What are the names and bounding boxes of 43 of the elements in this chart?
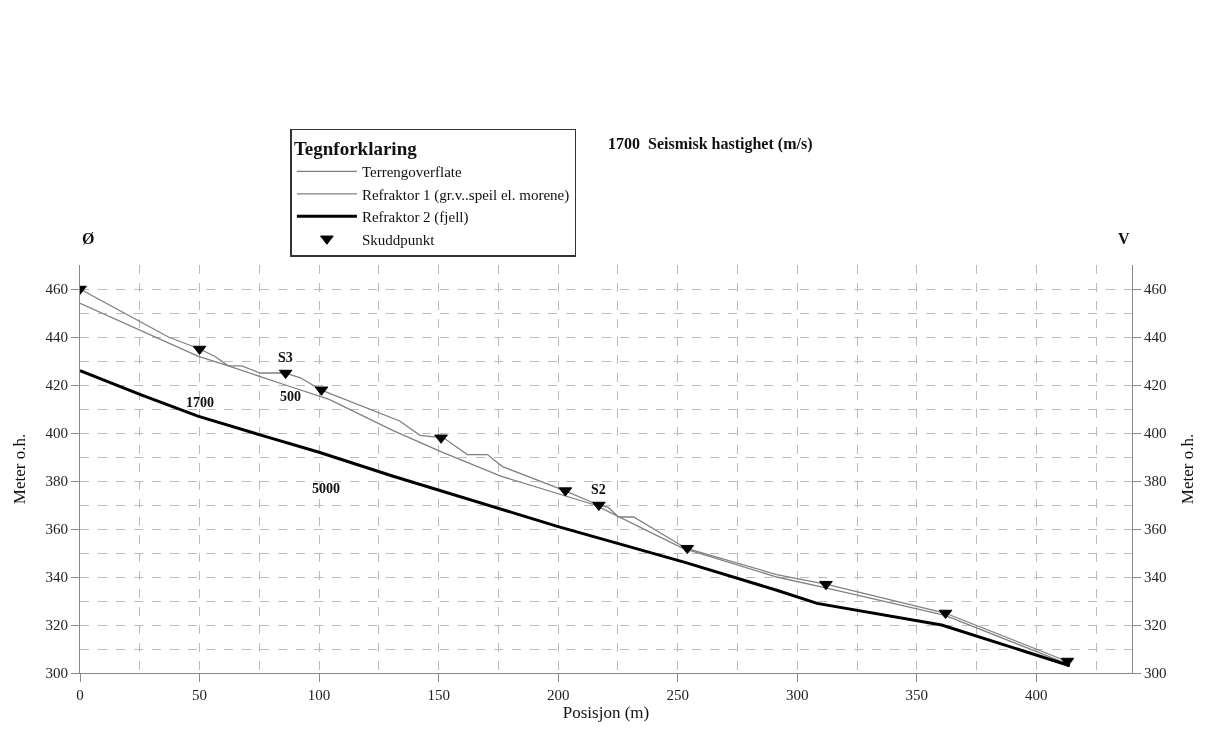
legend-label: Refraktor 2 (fjell): [361, 209, 469, 227]
y-axis-title: Meter o.h.: [10, 433, 30, 505]
legend-label: Terrengoverflate: [361, 164, 462, 181]
y-tick-label: 320: [45, 617, 68, 634]
legend-label: Refraktor 1 (gr.v..speil el. morene): [361, 186, 570, 204]
x-tick-label: 400: [1025, 687, 1048, 703]
y2-tick-label: 320: [1144, 617, 1167, 634]
y-tick-label: 420: [45, 377, 68, 394]
x-tick-label: 350: [905, 687, 929, 703]
text: Ø: [82, 230, 95, 247]
x-tick-label: 100: [307, 687, 331, 703]
annotation: S2: [591, 482, 606, 497]
y-tick-label: 460: [45, 281, 68, 298]
y2-tick-label: 460: [1144, 281, 1167, 298]
y-tick-label: 440: [45, 329, 68, 346]
annotation: S3: [278, 350, 293, 365]
y2-tick-label: 440: [1144, 329, 1167, 346]
y2-tick-label: 340: [1144, 569, 1167, 586]
x-axis-title: Posisjon (m): [562, 703, 650, 723]
x-tick-label: 0: [76, 687, 84, 703]
y-tick-label: 380: [45, 473, 68, 490]
x-tick-label: 50: [192, 687, 208, 703]
annotation: 1700: [186, 395, 214, 410]
y-tick-label: 400: [45, 425, 68, 442]
y2-tick-label: 400: [1144, 425, 1167, 442]
legend-title: Tegnforklaring: [293, 138, 418, 160]
x-tick-label: 150: [427, 687, 450, 703]
x-tick-label: 250: [666, 687, 689, 703]
legend-label: Skuddpunkt: [361, 231, 436, 248]
y-tick-label: 300: [45, 665, 68, 682]
y-tick-label: 340: [45, 569, 68, 586]
annotation: 5000: [312, 481, 340, 496]
y2-tick-label: 360: [1144, 521, 1167, 538]
text: V: [1118, 230, 1130, 247]
annotation: 500: [280, 389, 301, 404]
y2-axis-title: Meter o.h.: [1177, 433, 1197, 505]
y-tick-label: 360: [45, 521, 68, 538]
y2-tick-label: 420: [1144, 377, 1167, 394]
y2-tick-label: 380: [1144, 473, 1167, 490]
x-tick-label: 200: [546, 687, 570, 703]
text: 1700 Seismisk hastighet (m/s): [608, 135, 813, 153]
y2-tick-label: 300: [1144, 665, 1167, 682]
x-tick-label: 300: [786, 687, 809, 703]
